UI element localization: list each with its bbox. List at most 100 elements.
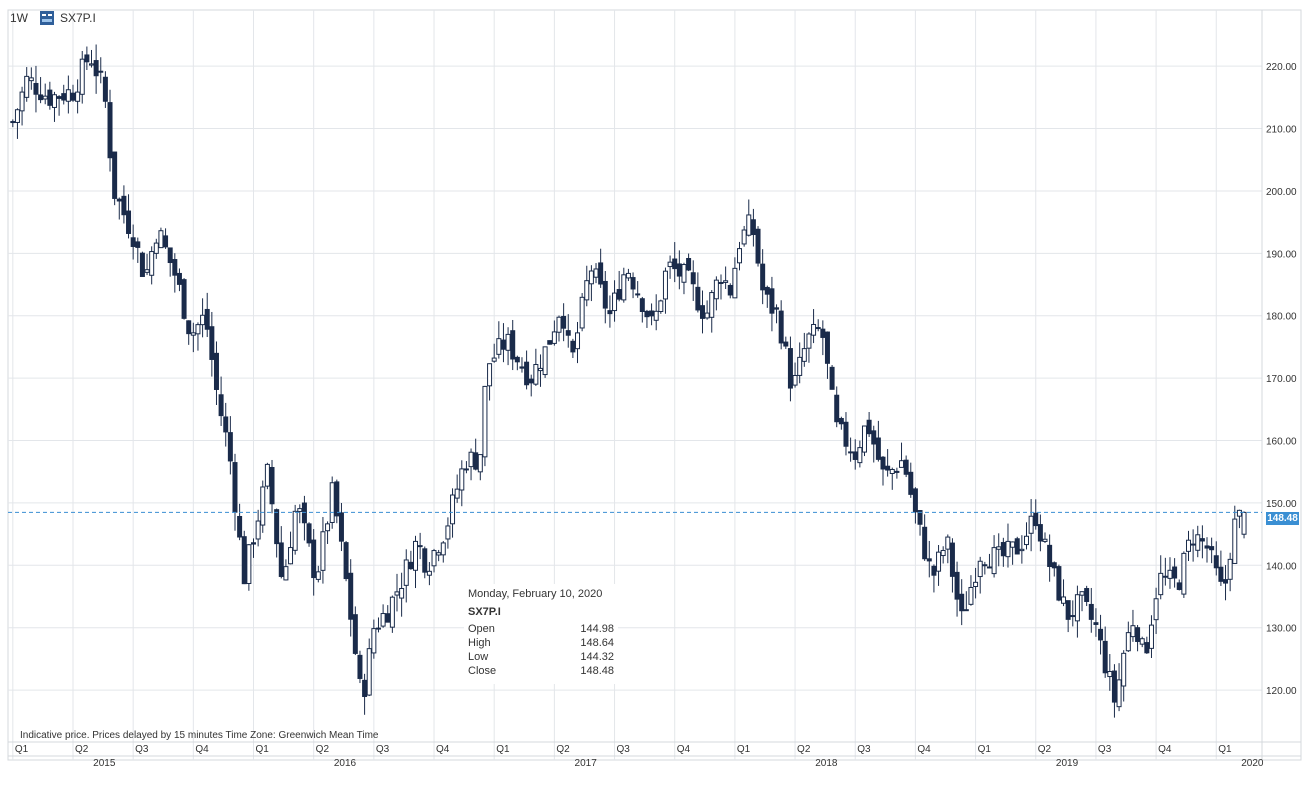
plot-border xyxy=(7,9,1302,761)
candle-body xyxy=(47,89,53,106)
candle-body xyxy=(667,261,673,268)
candle-body xyxy=(755,228,761,264)
candle-body xyxy=(616,289,622,300)
candle-body xyxy=(737,248,743,264)
y-tick-label: 170.00 xyxy=(1266,374,1297,385)
candle-body xyxy=(301,502,307,524)
candle-body xyxy=(213,352,219,390)
quarter-label: Q4 xyxy=(677,744,691,755)
candle-body xyxy=(584,280,590,301)
candle-body xyxy=(264,463,270,487)
candle-body xyxy=(1218,566,1224,582)
quarter-label: Q1 xyxy=(256,744,270,755)
timeframe-label[interactable]: 1W xyxy=(10,11,28,25)
candle-body xyxy=(824,331,830,364)
candle-body xyxy=(329,482,335,523)
candle-body xyxy=(1098,628,1104,641)
candle-body xyxy=(84,54,90,63)
candle-body xyxy=(121,195,127,216)
candle-body xyxy=(894,470,900,473)
y-tick-label: 120.00 xyxy=(1266,686,1297,697)
candle-body xyxy=(519,366,525,369)
candle-body xyxy=(653,310,659,321)
candle-body xyxy=(1139,638,1145,645)
candle-body xyxy=(126,210,132,234)
candle-body xyxy=(723,280,729,283)
candle-body xyxy=(676,263,682,277)
candle-body xyxy=(181,279,187,319)
candle-body xyxy=(885,465,891,471)
candle-body xyxy=(1028,515,1034,534)
candle-body xyxy=(871,430,877,445)
candle-body xyxy=(963,609,969,612)
candle-body xyxy=(172,259,178,276)
candle-body xyxy=(1209,546,1215,551)
candle-body xyxy=(644,310,650,318)
candle-body xyxy=(10,121,16,124)
candle-body xyxy=(176,272,182,285)
candle-body xyxy=(1144,642,1150,654)
candle-body xyxy=(1135,627,1141,642)
quarter-label: Q3 xyxy=(135,744,149,755)
candle-body xyxy=(1116,679,1122,708)
candle-body xyxy=(51,94,57,108)
candle-body xyxy=(320,531,326,571)
y-tick-label: 160.00 xyxy=(1266,437,1297,448)
instrument-icon xyxy=(40,11,54,25)
candle-body xyxy=(699,305,705,319)
delay-notice: Indicative price. Prices delayed by 15 m… xyxy=(20,730,379,741)
candle-body xyxy=(625,272,631,279)
candle-body xyxy=(19,91,25,112)
candle-body xyxy=(524,361,530,386)
candle-body xyxy=(24,75,30,98)
candle-body xyxy=(274,509,280,545)
candle-body xyxy=(357,654,363,679)
year-label: 2020 xyxy=(1241,758,1264,769)
candle-body xyxy=(602,280,608,309)
grid-lines xyxy=(7,9,1302,761)
candle-body xyxy=(857,447,863,464)
candle-body xyxy=(621,274,627,301)
quarter-label: Q3 xyxy=(1098,744,1112,755)
candle-body xyxy=(1084,588,1090,602)
quarter-label: Q2 xyxy=(316,744,330,755)
candle-body xyxy=(875,437,881,460)
quarter-label: Q4 xyxy=(436,744,450,755)
candle-body xyxy=(93,60,99,77)
candle-body xyxy=(167,247,173,264)
candle-body xyxy=(760,263,766,291)
candle-body xyxy=(783,341,789,347)
quarter-label: Q3 xyxy=(376,744,390,755)
candle-body xyxy=(709,292,715,318)
candle-body xyxy=(89,63,95,66)
candle-body xyxy=(991,547,997,575)
candle-body xyxy=(769,288,775,314)
candle-body xyxy=(130,237,136,247)
candle-body xyxy=(510,330,516,360)
y-tick-label: 220.00 xyxy=(1266,62,1297,73)
candle-body xyxy=(1102,640,1108,674)
candle-body xyxy=(135,241,141,248)
candle-body xyxy=(690,272,696,285)
candle-body xyxy=(797,356,803,376)
candle-body xyxy=(28,77,34,82)
candle-body xyxy=(630,277,636,290)
candle-body xyxy=(403,559,409,586)
candle-body xyxy=(801,348,807,362)
candle-body xyxy=(408,561,414,570)
candle-body xyxy=(912,488,918,513)
candle-body xyxy=(153,242,159,254)
candle-body xyxy=(223,416,229,433)
tooltip-row-open: Open 144.98 xyxy=(468,623,614,635)
candle-body xyxy=(848,451,854,454)
candle-body xyxy=(385,613,391,623)
candle-body xyxy=(75,91,81,102)
candle-body xyxy=(880,456,886,470)
candle-body xyxy=(334,481,340,517)
candle-body xyxy=(306,523,312,544)
candle-body xyxy=(237,515,243,538)
candle-body xyxy=(695,286,701,311)
y-tick-label: 140.00 xyxy=(1266,561,1297,572)
candle-body xyxy=(588,270,594,285)
